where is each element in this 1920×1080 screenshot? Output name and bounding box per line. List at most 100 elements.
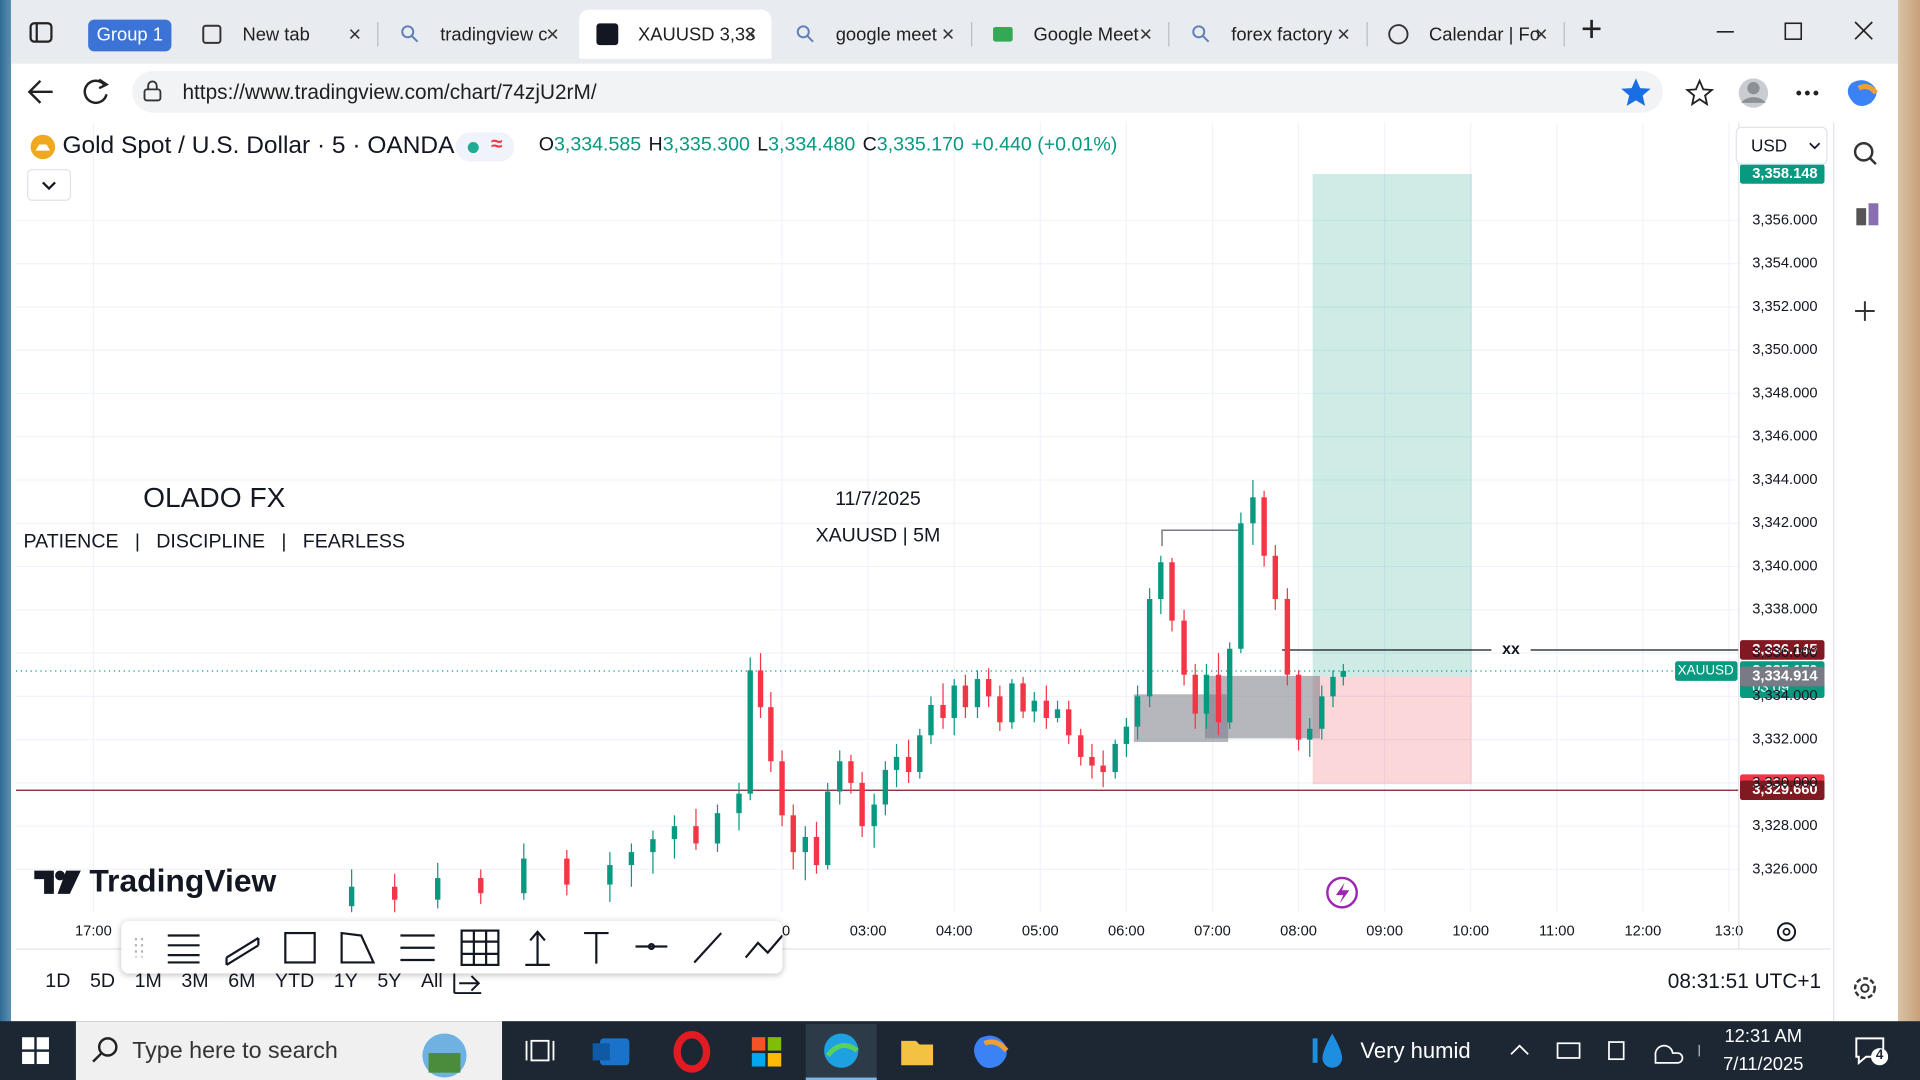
candle-body [1089,756,1095,766]
drawing-toolbar [121,920,784,974]
tab-close[interactable]: × [1534,22,1548,47]
clock-date[interactable]: 7/11/2025 [1723,1054,1804,1076]
browser-tab[interactable]: Calendar | Fo × [1370,10,1562,59]
status-pill[interactable] [455,132,515,162]
tab-title[interactable]: Calendar | Fo [1428,23,1540,45]
tab-favicon [796,25,814,43]
tool-grid[interactable] [460,929,500,967]
delay-icon: ≈ [491,132,503,156]
timeframe-button[interactable]: 3M [181,971,209,992]
browser-toolbar-icons[interactable] [1619,76,1898,110]
window-controls[interactable] [1713,17,1884,46]
start-button[interactable] [22,1037,49,1065]
tool-measure[interactable] [525,930,550,967]
goto-date-icon[interactable] [449,970,486,997]
tray-icons[interactable] [1504,1031,1700,1070]
candle-body [1066,709,1072,736]
tab-close[interactable]: × [1139,22,1153,47]
drag-handle[interactable] [134,937,144,958]
timeframe-button[interactable]: 1D [45,971,71,992]
candle-body [391,886,398,900]
clock[interactable]: 08:31:51 UTC+1 [1667,969,1822,994]
tab-close[interactable]: × [941,22,955,47]
tab-close[interactable]: × [546,22,559,47]
settings-gear[interactable] [1853,977,1876,1000]
search-placeholder[interactable]: Type here to search [132,1038,338,1065]
instrument-text: XAUUSD | 5M [816,524,941,546]
tab-title[interactable]: XAUUSD 3,33 [637,23,756,45]
tool-rectangle[interactable] [284,931,316,964]
timeframe-button[interactable]: 6M [228,971,256,992]
y-tick-label: 3,346.000 [1752,429,1817,445]
new-tab-button[interactable]: + [1580,9,1603,51]
price-label-box [1740,666,1825,687]
browser-tab[interactable]: XAUUSD 3,33 × [579,9,772,59]
tab-close[interactable]: × [1337,22,1350,47]
candle-body [1043,700,1050,718]
nav-buttons[interactable] [26,73,124,110]
taskbar-apps[interactable] [514,1023,1028,1080]
drawings: xx [15,173,1739,791]
tool-horizontal-line[interactable] [635,942,668,951]
tool-path-line[interactable] [744,934,784,959]
currency-text[interactable]: USD [1751,135,1787,155]
browser-tab[interactable]: google meet × [777,10,969,59]
tab-favicon [1191,25,1209,43]
alert-icon[interactable] [1326,876,1358,909]
timeframe-button[interactable]: YTD [275,971,315,992]
candle-body [1112,743,1118,773]
browser-tab[interactable]: New tab × [184,10,376,59]
candle-body [1272,555,1279,600]
tab-title[interactable]: New tab [242,23,310,45]
legend-toggle[interactable] [26,168,72,201]
symbol-title[interactable]: Gold Spot / U.S. Dollar · 5 · OANDA [62,132,455,160]
url-text[interactable]: https://www.tradingview.com/chart/74zjU2… [182,80,597,105]
address-bar[interactable] [132,71,1663,113]
tool-trend-line[interactable] [693,932,723,964]
timeframe-button[interactable]: All [420,971,443,992]
tool-channel[interactable] [225,937,260,966]
weather-text[interactable]: Very humid [1360,1038,1471,1063]
tool-lines[interactable] [400,934,435,962]
tab-actions-icon[interactable] [28,20,55,47]
candle-body [1319,696,1325,729]
tool-text[interactable] [584,931,609,964]
timeframe-button[interactable]: 5Y [377,971,402,992]
tab-title[interactable]: forex factory [1231,23,1333,45]
x-tick-label: 11:00 [1539,924,1575,940]
candle-body [1078,735,1084,757]
tab-favicon [993,26,1013,42]
tab-title[interactable]: Google Meet [1033,23,1139,45]
timeframe-button[interactable]: 1Y [333,971,358,992]
timeframe-bar: 1D 5D 1M 3M 6M YTD 1Y 5Y All [36,970,453,994]
tab-group[interactable]: Group 1 [88,19,172,52]
currency-chevron[interactable] [1809,142,1821,150]
timeframe-button[interactable]: 1M [134,971,162,992]
tab-separator [970,22,972,47]
candle-body [1295,674,1302,740]
clock-time[interactable]: 12:31 AM [1724,1026,1803,1047]
currency-select[interactable] [1735,126,1828,165]
x-tick-label: 13:0 [1715,924,1744,940]
browser-tab[interactable]: Google Meet × [975,10,1167,59]
browser-tab[interactable]: tradingview c × [381,10,573,59]
ohlc-key: L [757,134,769,156]
settings-icon[interactable] [1776,922,1797,942]
search-icon[interactable] [1853,142,1877,165]
tab-title[interactable]: google meet [835,23,937,45]
site-info-icon[interactable] [141,80,165,104]
tab-title[interactable]: tradingview c [440,23,548,45]
favicon-shape [1191,25,1205,39]
timeframe-button[interactable]: 5D [89,971,115,992]
browser-tab[interactable]: forex factory × [1172,10,1364,59]
tool-fib[interactable] [167,934,200,964]
candle-body [1134,696,1141,727]
notification-count: 4 [1875,1048,1884,1063]
tab-close[interactable]: × [743,22,757,47]
community-icon[interactable] [1856,203,1879,226]
add-icon[interactable] [1855,301,1875,321]
notification-icon[interactable] [1854,1035,1889,1067]
ohlc-change: +0.440 (+0.01%) [971,134,1118,156]
tab-close[interactable]: × [348,22,362,47]
tool-path[interactable] [340,931,376,964]
